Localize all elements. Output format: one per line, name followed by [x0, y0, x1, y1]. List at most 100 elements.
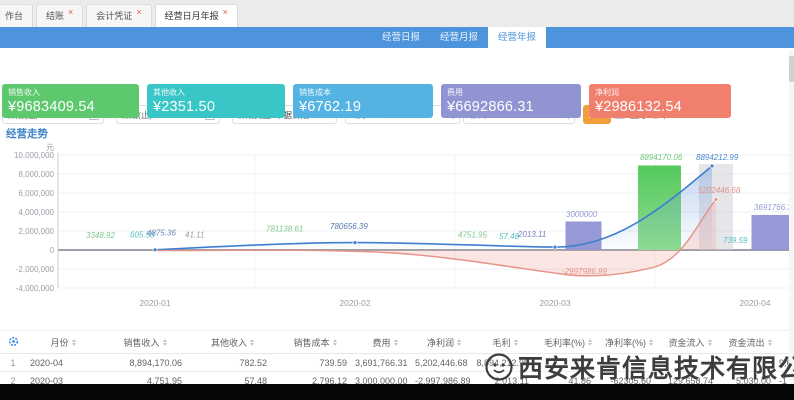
chart-point-labels: 3348.92 605.58 4875.36 41.11 781138.61 7…: [86, 153, 794, 276]
x-axis-labels: 2020-01 2020-02 2020-03 2020-04: [139, 298, 770, 308]
sort-icon[interactable]: [767, 338, 772, 346]
svg-text:4751.95: 4751.95: [458, 231, 487, 240]
kpi-value: ¥6692866.31: [447, 99, 534, 115]
gear-icon[interactable]: [8, 336, 19, 349]
cell-gross-margin: 41.86: [568, 375, 591, 386]
cell-sales-revenue: 4,751.95: [146, 375, 182, 386]
kpi-value: ¥2351.50: [153, 99, 216, 115]
sort-icon[interactable]: [457, 338, 461, 346]
sort-icon[interactable]: [250, 338, 254, 346]
tab-daily-report[interactable]: 经营日报: [382, 32, 421, 43]
cell-cash-outflow: 5,030.00: [735, 375, 771, 386]
col-header-gross-profit[interactable]: 毛利: [473, 336, 537, 349]
col-header-net-margin[interactable]: 净利率(%): [599, 336, 659, 349]
col-header-expense[interactable]: 费用: [355, 336, 415, 349]
svg-text:8894170.06: 8894170.06: [640, 153, 683, 162]
tab-business-report[interactable]: 经营日月年报 ×: [154, 4, 238, 27]
watermark-logo-icon: [484, 352, 514, 382]
kpi-label: 费用: [447, 88, 463, 97]
col-header-other-income[interactable]: 其他收入: [190, 336, 275, 349]
net-profit-line: [154, 199, 717, 277]
sort-icon[interactable]: [393, 338, 398, 346]
svg-text:10,000,000: 10,000,000: [14, 151, 55, 160]
svg-text:781138.61: 781138.61: [266, 225, 303, 234]
sort-icon[interactable]: [332, 338, 337, 346]
tab-label: 结账: [46, 11, 65, 21]
scrollbar-thumb[interactable]: [789, 56, 794, 82]
svg-text:2020-02: 2020-02: [339, 298, 370, 308]
company-watermark: 西安来肯信息技术有限公司: [484, 349, 794, 385]
row-index: 2: [10, 375, 16, 386]
cell-net-profit: -2,997,986.89: [415, 375, 471, 386]
close-icon[interactable]: ×: [136, 7, 142, 17]
svg-text:元: 元: [46, 143, 54, 152]
svg-text:3691766.31: 3691766.31: [754, 203, 794, 212]
chart-title: 经营走势: [6, 128, 48, 140]
tab-monthly-report[interactable]: 经营月报: [440, 32, 479, 43]
tab-yearly-report[interactable]: 经营年报: [488, 27, 547, 48]
sort-icon[interactable]: [162, 338, 167, 346]
close-icon[interactable]: ×: [68, 7, 74, 17]
sort-icon[interactable]: [71, 338, 76, 346]
vertical-scrollbar[interactable]: [789, 50, 794, 380]
svg-text:3000000: 3000000: [566, 210, 598, 219]
tab-accounting-voucher[interactable]: 会计凭证 ×: [86, 4, 152, 27]
tab-label: 会计凭证: [96, 11, 133, 21]
svg-text:-2,000,000: -2,000,000: [16, 265, 55, 274]
date-type-value: 单据日期: [275, 109, 326, 121]
col-header-net-profit[interactable]: 净利润: [415, 336, 473, 349]
kpi-label: 其他收入: [153, 88, 185, 97]
tab-closing[interactable]: 结账 ×: [36, 4, 84, 27]
filter-row: 日期(起)* 2020-01-01 日期(止)* 2020-04-29 日期类型…: [0, 48, 794, 124]
svg-text:5202446.68: 5202446.68: [698, 186, 741, 195]
table-settings-cell[interactable]: [0, 336, 26, 349]
expense-bar-apr: [751, 214, 793, 250]
table-row[interactable]: 1 2020-04 8,894,170.06 782.52 739.59 3,6…: [0, 354, 794, 372]
sort-icon[interactable]: [649, 338, 653, 346]
watermark-text: 西安来肯信息技术有限公司: [518, 355, 794, 383]
svg-text:57.48: 57.48: [499, 232, 520, 241]
subnav-bar: [0, 27, 794, 48]
kpi-sales-cost: 销售成本 ¥6762.19: [293, 84, 433, 118]
data-point: [713, 197, 719, 202]
data-point: [352, 240, 358, 245]
sort-icon[interactable]: [588, 338, 592, 346]
kpi-label: 销售收入: [8, 88, 40, 97]
col-header-cash-inflow[interactable]: 资金流入: [659, 336, 721, 349]
col-header-cash-outflow[interactable]: 资金流出: [721, 336, 779, 349]
svg-text:3348.92: 3348.92: [86, 231, 115, 240]
kpi-label: 销售成本: [299, 88, 331, 97]
col-header-sales-cost[interactable]: 销售成本: [275, 336, 355, 349]
line-series[interactable]: [152, 163, 719, 277]
svg-text:4875.36: 4875.36: [147, 229, 176, 238]
window-tab-bar: 作台 结账 × 会计凭证 × 经营日月年报 ×: [0, 0, 794, 28]
svg-text:2020-01: 2020-01: [139, 298, 170, 308]
sort-icon[interactable]: [513, 338, 518, 346]
cell-other-income: 57.48: [244, 375, 267, 386]
cell-expense: 3,000,000.00: [355, 375, 408, 386]
report-period-tabs: 经营日报 经营月报 经营年报: [372, 27, 547, 48]
col-header-gross-margin[interactable]: 毛利率(%): [537, 336, 599, 349]
cell-clipped: 9,6: [779, 357, 792, 368]
kpi-label: 净利润: [595, 88, 619, 97]
col-header-sales-revenue[interactable]: 销售收入: [100, 336, 190, 349]
kpi-value: ¥6762.19: [299, 99, 362, 115]
bottom-taskbar-strip: [0, 384, 794, 400]
cell-net-profit: 5,202,446.68: [415, 357, 468, 368]
tab-workbench[interactable]: 作台: [0, 4, 34, 27]
svg-text:-2997986.89: -2997986.89: [562, 267, 607, 276]
trend-chart: 元 10,000,000 8,000,000 6,000,000 4,000,0…: [14, 143, 794, 308]
gross-profit-line: [154, 165, 713, 251]
cell-sales-revenue: 8,894,170.06: [129, 357, 182, 368]
sort-icon[interactable]: [707, 338, 712, 346]
svg-text:2013.11: 2013.11: [517, 230, 546, 239]
tab-label: 作台: [5, 11, 24, 21]
cell-sales-cost: 739.59: [319, 357, 347, 368]
cell-gross-profit: 8,894,212.99: [476, 357, 529, 368]
col-header-month[interactable]: 月份: [26, 336, 100, 349]
svg-text:780656.39: 780656.39: [330, 222, 368, 231]
data-point: [709, 163, 715, 169]
svg-text:739.59: 739.59: [723, 236, 748, 245]
svg-text:2020-03: 2020-03: [539, 298, 570, 308]
close-icon[interactable]: ×: [222, 7, 228, 17]
